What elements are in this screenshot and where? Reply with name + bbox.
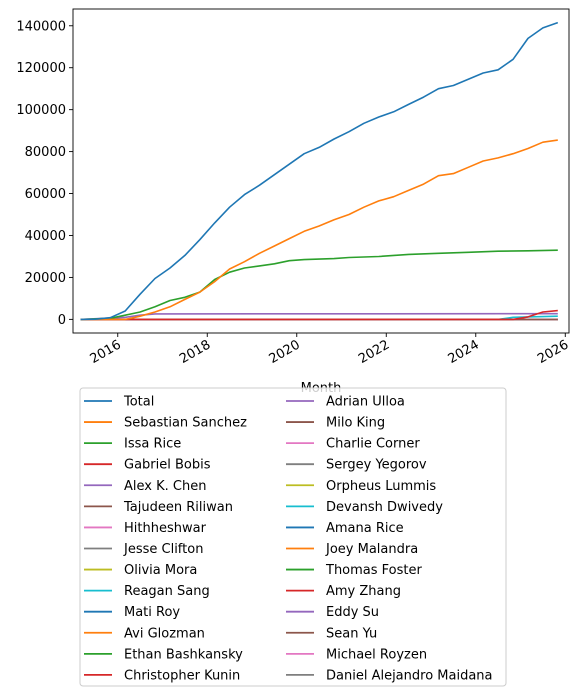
legend-entry: Ethan Bashkansky bbox=[84, 647, 243, 662]
legend-label: Eddy Su bbox=[326, 605, 379, 620]
legend-entry: Milo King bbox=[286, 416, 385, 431]
legend-entry: Eddy Su bbox=[286, 605, 379, 620]
legend-label: Olivia Mora bbox=[124, 563, 197, 578]
x-tick-label: 2018 bbox=[177, 337, 213, 367]
legend-entry: Orpheus Lummis bbox=[286, 479, 436, 494]
legend-label: Jesse Clifton bbox=[123, 542, 203, 557]
series-line-1 bbox=[80, 139, 558, 321]
legend-label: Thomas Foster bbox=[325, 563, 423, 578]
y-tick-label: 140000 bbox=[16, 19, 66, 34]
legend: Total Sebastian Sanchez Issa Rice Gabriel B… bbox=[79, 387, 507, 687]
x-tick-label: 2020 bbox=[267, 337, 303, 367]
legend-entry: Tajudeen Riliwan bbox=[84, 500, 233, 515]
y-tick-label: 100000 bbox=[16, 103, 66, 118]
legend-label: Total bbox=[123, 395, 154, 410]
legend-label: Adrian Ulloa bbox=[326, 395, 405, 410]
x-tick-label: 2024 bbox=[446, 337, 482, 367]
plot-frame bbox=[72, 8, 570, 334]
series-line-2 bbox=[80, 249, 558, 321]
legend-entry: Hithheshwar bbox=[84, 521, 207, 536]
legend-entry: Avi Glozman bbox=[84, 626, 205, 641]
y-tick-label: 40000 bbox=[25, 229, 66, 244]
legend-label: Daniel Alejandro Maidana bbox=[326, 668, 493, 683]
legend-box bbox=[79, 387, 507, 687]
legend-label: Amy Zhang bbox=[326, 584, 401, 599]
legend-entry: Mati Roy bbox=[84, 605, 180, 620]
series-line-4 bbox=[80, 312, 558, 321]
legend-label: Tajudeen Riliwan bbox=[123, 500, 233, 515]
legend-entry: Issa Rice bbox=[84, 437, 181, 452]
legend-label: Joey Malandra bbox=[325, 542, 418, 557]
legend-label: Mati Roy bbox=[124, 605, 180, 620]
y-tick-label: 20000 bbox=[25, 271, 66, 286]
y-tick-label: 80000 bbox=[25, 145, 66, 160]
legend-label: Issa Rice bbox=[124, 437, 181, 452]
y-tick-label: 120000 bbox=[16, 61, 66, 76]
legend-label: Avi Glozman bbox=[124, 626, 205, 641]
legend-entry: Devansh Dwivedy bbox=[286, 500, 443, 515]
x-tick-label: 2026 bbox=[535, 337, 571, 367]
legend-entry: Amy Zhang bbox=[286, 584, 401, 599]
legend-label: Michael Royzen bbox=[326, 647, 427, 662]
series-layer bbox=[80, 21, 559, 321]
legend-entry: Gabriel Bobis bbox=[84, 458, 211, 473]
legend-label: Gabriel Bobis bbox=[124, 458, 211, 473]
legend-label: Reagan Sang bbox=[124, 584, 210, 599]
legend-entry: Daniel Alejandro Maidana bbox=[286, 668, 493, 683]
legend-label: Sean Yu bbox=[326, 626, 377, 641]
legend-label: Amana Rice bbox=[326, 521, 404, 536]
legend-entry: Total bbox=[84, 395, 154, 410]
legend-entry: Charlie Corner bbox=[286, 437, 420, 452]
legend-label: Sebastian Sanchez bbox=[124, 416, 247, 431]
series-line-0 bbox=[80, 21, 559, 321]
legend-label: Devansh Dwivedy bbox=[326, 500, 443, 515]
legend-entry: Jesse Clifton bbox=[84, 542, 203, 557]
x-tick-label: 2016 bbox=[88, 337, 124, 367]
legend-label: Charlie Corner bbox=[326, 437, 420, 452]
x-tick-label: 2022 bbox=[356, 337, 392, 367]
legend-entry: Joey Malandra bbox=[286, 542, 418, 557]
legend-label: Hithheshwar bbox=[124, 521, 207, 536]
legend-entry: Sergey Yegorov bbox=[286, 458, 427, 473]
legend-entry: Alex K. Chen bbox=[84, 479, 206, 494]
y-tick-label: 0 bbox=[58, 313, 66, 328]
legend-entry: Reagan Sang bbox=[84, 584, 210, 599]
legend-entry: Olivia Mora bbox=[84, 563, 197, 578]
legend-label: Orpheus Lummis bbox=[326, 479, 436, 494]
legend-label: Alex K. Chen bbox=[124, 479, 206, 494]
legend-label: Ethan Bashkansky bbox=[124, 647, 243, 662]
legend-label: Sergey Yegorov bbox=[326, 458, 427, 473]
y-tick-label: 60000 bbox=[25, 187, 66, 202]
legend-entry: Sean Yu bbox=[286, 626, 377, 641]
legend-entry: Michael Royzen bbox=[286, 647, 427, 662]
legend-entry: Thomas Foster bbox=[286, 563, 423, 578]
legend-entry: Christopher Kunin bbox=[84, 668, 240, 683]
legend-entry: Amana Rice bbox=[286, 521, 404, 536]
legend-label: Milo King bbox=[326, 416, 385, 431]
legend-entry: Adrian Ulloa bbox=[286, 395, 405, 410]
series-line-3 bbox=[80, 309, 558, 321]
legend-label: Christopher Kunin bbox=[124, 668, 240, 683]
legend-entry: Sebastian Sanchez bbox=[84, 416, 247, 431]
